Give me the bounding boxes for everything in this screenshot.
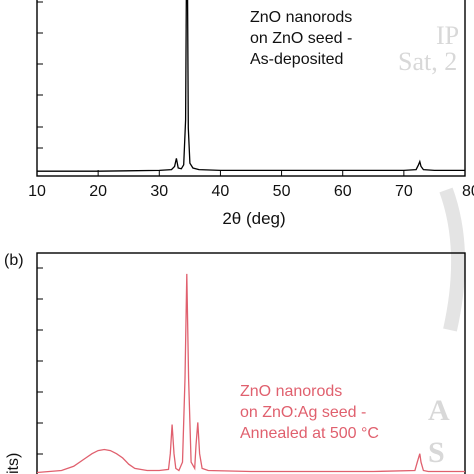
panel-b-y-axis-label: its) (5, 453, 22, 474)
panel-a-x-ticks: 10 20 30 40 50 60 70 80 (28, 170, 474, 200)
x-tick-label-60: 60 (334, 183, 352, 200)
panel-a-frame (36, 0, 466, 177)
watermark: IP Sat, 2 A S (398, 21, 466, 469)
x-tick-label-80: 80 (462, 183, 474, 200)
panel-b: (b) ZnO nanorods on ZnO:Ag seed - Anneal… (4, 252, 466, 474)
watermark-line-1: IP (436, 21, 459, 50)
x-tick-label-20: 20 (89, 183, 107, 200)
watermark-line-2: Sat, 2 (398, 47, 457, 76)
panel-a: 10 20 30 40 50 60 70 80 ZnO nanorods on ZnO see… (28, 0, 474, 228)
x-tick-label-50: 50 (273, 183, 291, 200)
x-tick-label-70: 70 (395, 183, 413, 200)
watermark-line-3: A (428, 394, 450, 427)
watermark-swirl (439, 187, 466, 332)
panel-b-y-ticks (37, 267, 43, 455)
x-tick-label-40: 40 (212, 183, 230, 200)
panel-a-annotation-line-3: As-deposited (250, 51, 343, 68)
panel-a-series-line (37, 0, 465, 172)
panel-b-annotation-line-2: on ZnO:Ag seed - (240, 404, 366, 421)
watermark-line-4: S (428, 436, 445, 469)
panel-b-annotation-line-3: Annealed at 500 °C (240, 425, 379, 442)
panel-a-annotation-line-1: ZnO nanorods (250, 9, 352, 26)
x-tick-label-10: 10 (28, 183, 46, 200)
panel-a-x-axis-label: 2θ (deg) (222, 209, 285, 228)
x-tick-label-30: 30 (150, 183, 168, 200)
panel-a-y-ticks (37, 1, 43, 149)
panel-b-series-line (36, 273, 465, 474)
panel-b-annotation-line-1: ZnO nanorods (240, 383, 342, 400)
panel-b-label: (b) (4, 252, 24, 269)
panel-b-frame (36, 252, 466, 474)
panel-a-annotation-line-2: on ZnO seed - (250, 30, 352, 47)
